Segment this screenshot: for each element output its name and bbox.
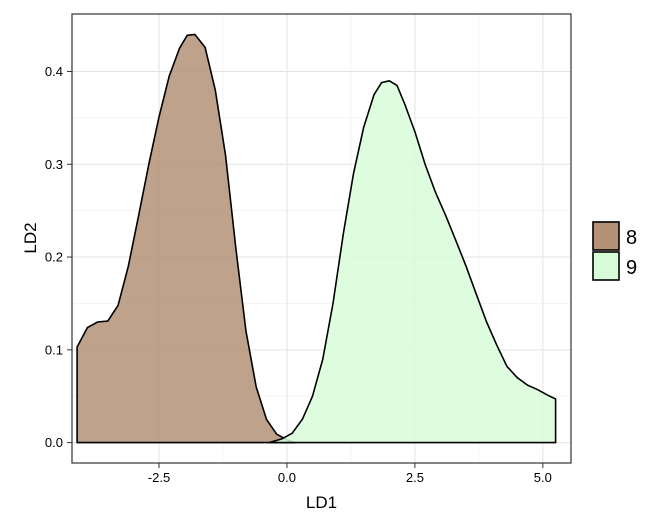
density-area-9 [268, 80, 557, 444]
x-tick-label: -2.5 [148, 470, 170, 485]
x-tick-label: 0.0 [278, 470, 296, 485]
y-tick-label: 0.1 [45, 342, 63, 357]
x-tick-label: 2.5 [406, 470, 424, 485]
y-tick-label: 0.2 [45, 250, 63, 265]
x-tick-label: 5.0 [534, 470, 552, 485]
series-layer [76, 33, 557, 444]
y-tick-label: 0.4 [45, 64, 63, 79]
legend: 89 [592, 221, 637, 281]
plot-panel-border [71, 13, 572, 464]
legend-key-9 [592, 251, 620, 281]
x-axis-title: LD1 [306, 493, 337, 512]
legend-key-8 [592, 221, 620, 251]
y-axis-ticks: 0.0 0.1 0.2 0.3 0.4 [45, 64, 72, 450]
density-area-8 [76, 33, 296, 444]
y-tick-label: 0.0 [45, 435, 63, 450]
y-tick-label: 0.3 [45, 157, 63, 172]
y-axis-title: LD2 [21, 222, 40, 253]
x-axis-ticks: -2.5 0.0 2.5 5.0 [148, 463, 552, 485]
legend-label-9: 9 [626, 257, 637, 279]
legend-label-8: 8 [626, 227, 637, 249]
